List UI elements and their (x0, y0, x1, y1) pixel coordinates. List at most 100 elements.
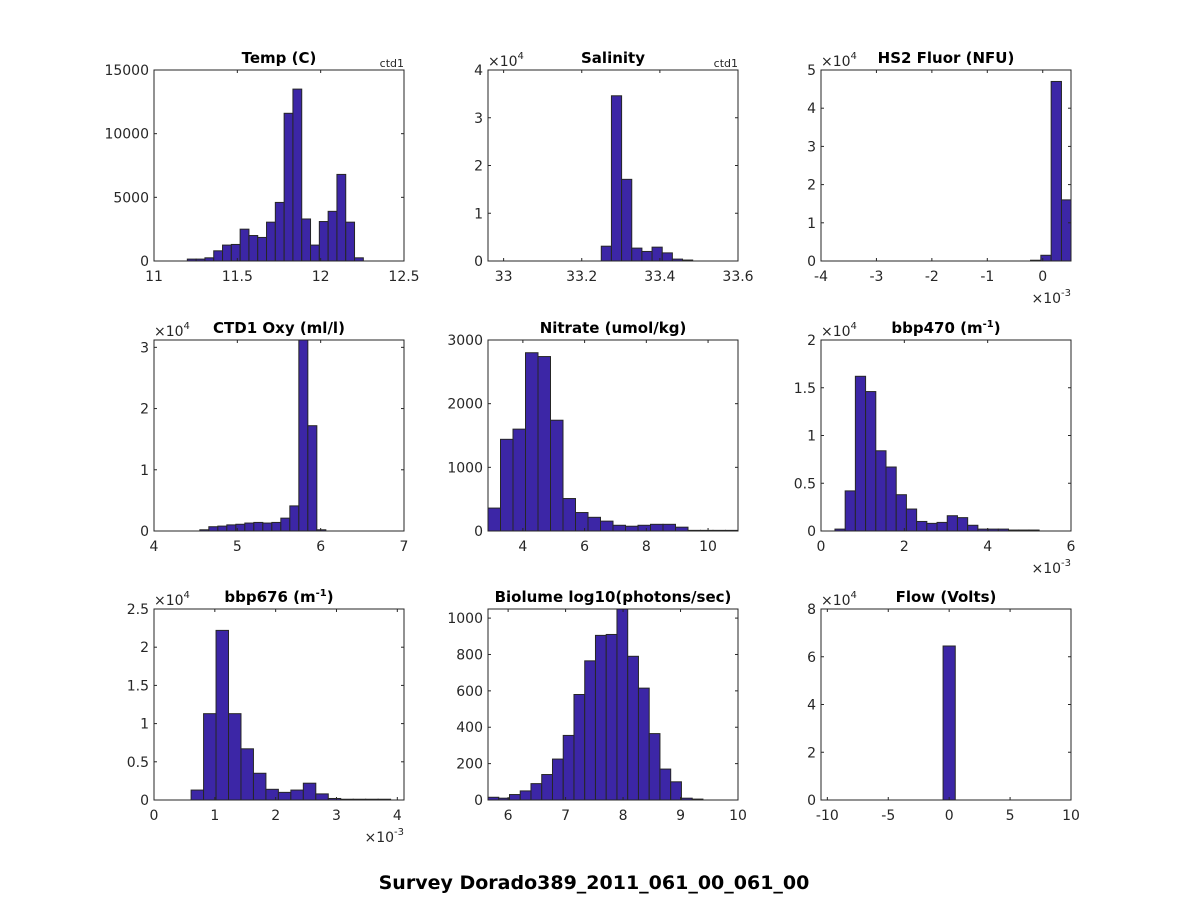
x-tick-label: 6 (316, 539, 325, 555)
histogram-bar (551, 758, 564, 800)
histogram-bar (605, 633, 618, 800)
corner-label: ctd1 (380, 57, 404, 70)
histogram-bar (610, 95, 623, 261)
bars (488, 609, 704, 800)
histogram-bar (327, 210, 338, 261)
histogram-bar (637, 687, 650, 800)
y-tick-label: 0 (474, 793, 483, 809)
y-tick-label: 2 (474, 159, 483, 175)
x-tick-label: 8 (619, 808, 628, 824)
histogram-bar (575, 512, 589, 531)
y-tick-label: 1000 (447, 460, 483, 476)
histogram-bar (637, 524, 651, 531)
histogram-bar (942, 645, 956, 800)
y-exponent-label: ×104 (821, 321, 857, 340)
y-tick-label: 2.5 (127, 602, 149, 618)
panel-title: CTD1 Oxy (ml/l) (213, 319, 345, 337)
histogram-bar (240, 748, 254, 800)
histogram-panel: -4 -3 -2 -1 0 0 1 2 3 4 5 HS2 Fluor (NFU) ×104 ×10-3 (807, 49, 1072, 307)
histogram-bar (616, 609, 629, 800)
histogram-bar (318, 221, 329, 261)
histogram-bar (265, 788, 279, 800)
y-tick-label: 15000 (104, 63, 149, 79)
x-tick-label: 2 (271, 808, 280, 824)
x-tick-label: 33.2 (566, 269, 597, 285)
axes-box (820, 69, 1072, 262)
axes-box (153, 69, 405, 262)
y-tick-label: 1 (140, 717, 149, 733)
y-exponent-label: ×104 (488, 51, 524, 70)
histogram-bar (537, 356, 551, 531)
x-tick-label: -5 (881, 808, 895, 824)
y-tick-label: 0 (140, 254, 149, 270)
corner-label: ctd1 (714, 57, 738, 70)
x-tick-label: 3 (332, 808, 341, 824)
histogram-bar (587, 516, 601, 531)
histogram-bar (621, 178, 633, 261)
histogram-bar (854, 375, 867, 531)
histogram-bar (213, 250, 224, 261)
histogram-bar (512, 428, 526, 531)
histogram-bar (257, 236, 268, 261)
x-tick-label: 33 (495, 269, 513, 285)
histogram-panel: 33 33.2 33.4 33.6 0 1 2 3 4 Salinity ctd1 ×104 (474, 49, 754, 285)
y-tick-label: 3 (474, 111, 483, 127)
histogram-bar (612, 524, 626, 531)
histogram-panel: -10 -5 0 5 10 0 2 4 6 8 Flow (Volts) ×104 (807, 588, 1080, 824)
histogram-bar (239, 228, 250, 261)
histogram-panel: 11 11.5 12 12.5 0 5000 10000 15000 Temp (C) ctd1 (104, 49, 419, 285)
histogram-bar (283, 112, 294, 261)
histogram-bar (292, 88, 303, 261)
y-tick-label: 8 (807, 602, 816, 618)
x-tick-label: 10 (699, 539, 717, 555)
histogram-bar (203, 713, 217, 800)
y-tick-label: 1.5 (794, 381, 816, 397)
histogram-bar (670, 781, 682, 800)
x-tick-label: 10 (729, 808, 747, 824)
histogram-bar (280, 517, 291, 531)
histogram-bar (641, 250, 653, 261)
histogram-bar (600, 520, 614, 531)
histogram-bar (508, 794, 521, 800)
x-tick-label: 6 (504, 808, 513, 824)
histogram-bar (541, 774, 553, 800)
y-exponent-label: ×104 (154, 590, 190, 609)
x-exponent-label: ×10-3 (1031, 288, 1071, 307)
y-tick-label: 1 (807, 216, 816, 232)
x-tick-label: 33.6 (722, 269, 753, 285)
histogram-bar (230, 243, 241, 261)
histogram-bar (302, 782, 317, 800)
histogram-bar (290, 789, 304, 800)
panel-title: HS2 Fluor (NFU) (878, 49, 1015, 67)
histogram-bar (208, 526, 219, 531)
histogram-panel: 4 6 8 10 0 1000 2000 3000 Nitrate (umol/kg) (447, 319, 739, 555)
axes-box (153, 608, 405, 801)
histogram-bar (228, 713, 242, 800)
histogram-bar (248, 235, 259, 261)
y-tick-label: 200 (456, 757, 483, 773)
histogram-bar (916, 520, 928, 531)
x-tick-label: 2 (900, 539, 909, 555)
x-exponent-label: ×10-3 (1031, 558, 1071, 577)
x-tick-label: -2 (925, 269, 939, 285)
histogram-bar (956, 517, 969, 531)
histogram-bar (271, 521, 282, 531)
y-tick-label: 0 (474, 524, 483, 540)
x-tick-label: 12 (312, 269, 330, 285)
x-tick-label: 0 (150, 808, 159, 824)
y-tick-label: 0 (140, 524, 149, 540)
y-exponent-label: ×104 (821, 51, 857, 70)
histogram-bar (310, 244, 320, 261)
histogram-bar (301, 218, 312, 261)
panel-title: Nitrate (umol/kg) (540, 319, 687, 337)
histogram-bar (651, 246, 663, 261)
y-tick-label: 2 (140, 402, 149, 418)
bars (600, 95, 694, 261)
y-tick-label: 3000 (447, 333, 483, 349)
histogram-bar (289, 505, 300, 531)
histogram-bar (659, 768, 672, 800)
y-tick-label: 1 (474, 206, 483, 222)
histogram-bar (315, 793, 329, 800)
histogram-bar (222, 244, 232, 261)
x-tick-label: 5 (1006, 808, 1015, 824)
